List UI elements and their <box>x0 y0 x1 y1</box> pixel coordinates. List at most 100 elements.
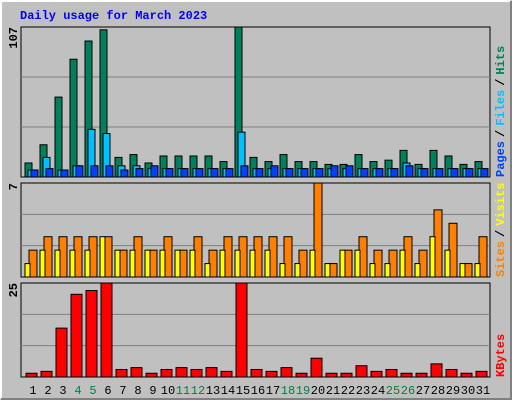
bar <box>249 249 256 278</box>
x-tick-label: 19 <box>296 384 310 398</box>
x-tick-label: 22 <box>341 384 355 398</box>
x-tick-label: 14 <box>221 384 235 398</box>
bar <box>355 365 368 378</box>
bar <box>414 263 421 278</box>
x-tick-label: 26 <box>401 384 415 398</box>
bar <box>474 263 481 278</box>
bar <box>283 236 293 278</box>
x-tick-label: 5 <box>89 384 96 398</box>
bar <box>210 168 219 178</box>
bar <box>315 168 324 178</box>
bar <box>369 263 376 278</box>
bar <box>300 168 309 178</box>
x-tick-label: 13 <box>206 384 220 398</box>
bar <box>399 249 406 278</box>
bar <box>444 249 451 278</box>
bar <box>69 58 78 178</box>
bar <box>465 168 474 178</box>
x-tick-label: 29 <box>446 384 460 398</box>
bar <box>340 372 353 378</box>
legend-entry: Visits <box>494 183 508 226</box>
x-tick-label: 11 <box>176 384 190 398</box>
bar <box>285 168 294 178</box>
bar <box>25 372 38 378</box>
bar <box>270 165 279 178</box>
x-tick-label: 17 <box>266 384 280 398</box>
bar <box>250 368 263 378</box>
bar <box>99 236 106 278</box>
x-tick-label: 31 <box>476 384 490 398</box>
x-tick-label: 15 <box>236 384 250 398</box>
legend-separator: / <box>494 230 508 237</box>
bar <box>55 327 68 378</box>
x-tick-label: 18 <box>281 384 295 398</box>
bar <box>195 168 204 178</box>
bar <box>174 249 181 278</box>
bar <box>54 96 63 178</box>
x-tick-label: 6 <box>104 384 111 398</box>
bar <box>85 290 98 378</box>
bar <box>205 367 218 378</box>
bar <box>295 372 308 378</box>
bar <box>90 165 99 178</box>
bar <box>325 372 338 378</box>
x-tick-label: 24 <box>371 384 385 398</box>
legend-entry: Sites <box>494 241 508 277</box>
bar <box>354 249 361 278</box>
bar <box>105 165 114 178</box>
bar <box>385 368 398 378</box>
bar <box>430 363 443 378</box>
bar <box>450 168 459 178</box>
bar <box>180 168 189 178</box>
legend-entry: Hits <box>494 46 508 75</box>
bar <box>175 367 188 378</box>
bar <box>460 372 473 378</box>
x-tick-label: 30 <box>461 384 475 398</box>
plot-area <box>20 282 491 378</box>
bar <box>345 165 354 178</box>
y-tick-label: 25 <box>7 283 21 297</box>
x-tick-label: 7 <box>119 384 126 398</box>
x-tick-label: 8 <box>134 384 141 398</box>
legend: Pages / Files / Hits <box>494 46 508 177</box>
bar <box>120 169 129 178</box>
bar <box>115 368 128 378</box>
bar <box>459 263 466 278</box>
bar <box>429 236 436 278</box>
bar <box>360 168 369 178</box>
bar <box>264 249 271 278</box>
legend-entry: KBytes <box>494 334 508 377</box>
x-tick-label: 4 <box>74 384 81 398</box>
bar <box>310 357 323 378</box>
y-tick-label: 107 <box>7 27 21 49</box>
bar <box>375 168 384 178</box>
bar <box>339 249 346 278</box>
legend-entry: Pages <box>494 141 508 177</box>
x-tick-label: 2 <box>44 384 51 398</box>
bar <box>60 169 69 178</box>
bar <box>435 168 444 178</box>
bar <box>130 367 143 378</box>
bar <box>400 372 413 378</box>
x-tick-label: 28 <box>431 384 445 398</box>
x-tick-label: 20 <box>311 384 325 398</box>
bar <box>189 249 196 278</box>
bar <box>114 249 121 278</box>
bar <box>265 370 278 378</box>
bar <box>84 249 91 278</box>
x-tick-label: 1 <box>29 384 36 398</box>
bar <box>225 168 234 178</box>
bar <box>159 249 166 278</box>
x-tick-label: 10 <box>161 384 175 398</box>
x-tick-label: 9 <box>149 384 156 398</box>
x-tick-label: 21 <box>326 384 340 398</box>
legend-entry: Files <box>494 90 508 126</box>
bar <box>405 165 414 178</box>
plot-area <box>20 26 491 178</box>
bar <box>235 282 248 378</box>
bar <box>370 370 383 378</box>
legend: KBytes <box>494 334 508 377</box>
bar <box>324 263 331 278</box>
